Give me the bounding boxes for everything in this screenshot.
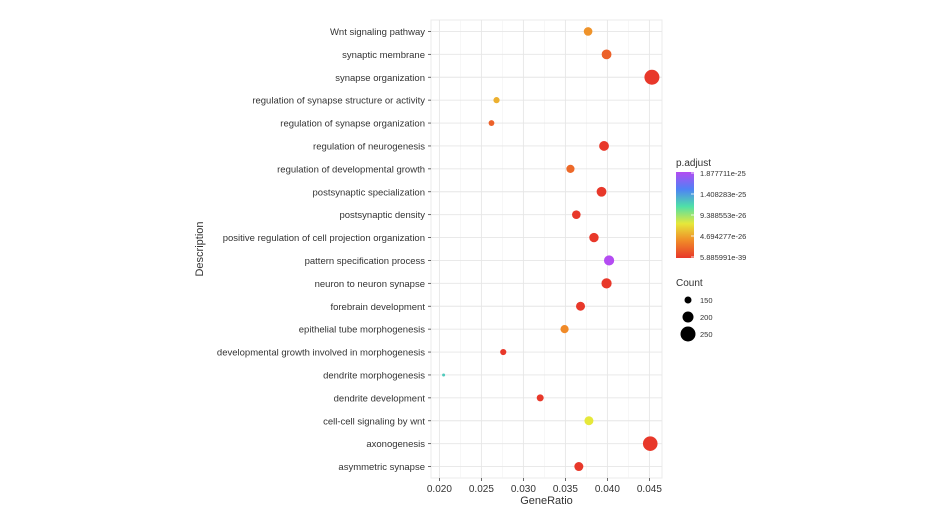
data-point [603,255,615,266]
size-legend-label: 200 [700,313,713,322]
data-points [442,27,660,472]
y-tick-label: regulation of neurogenesis [313,141,425,152]
size-legend: Count 150 200 250 [676,278,713,342]
y-tick-label: postsynaptic density [339,210,425,221]
y-tick-label: pattern specification process [305,256,426,267]
y-tick-label: positive regulation of cell projection o… [223,233,425,244]
size-legend-items: 150 200 250 [680,296,713,342]
data-point [574,462,584,472]
size-legend-label: 150 [700,296,713,305]
y-tick-label: neuron to neuron synapse [315,279,425,290]
x-axis-label: GeneRatio [520,495,573,507]
data-point [589,232,599,243]
y-tick-label: forebrain development [330,302,425,313]
y-tick-label: postsynaptic specialization [313,187,425,198]
x-tick-label: 0.030 [511,484,536,495]
data-point [596,186,607,197]
color-legend-label: 9.388553e-26 [700,211,746,220]
data-point [442,373,446,377]
x-tick-label: 0.025 [469,484,494,495]
y-tick-label: cell-cell signaling by wnt [323,416,425,427]
color-legend-label: 1.877711e-25 [700,169,746,178]
y-tick-label: dendrite development [334,393,426,404]
data-point [644,69,660,85]
y-tick-label: developmental growth involved in morphog… [217,348,425,359]
y-tick-label: asymmetric synapse [338,462,425,473]
data-point [601,278,612,289]
y-tick-label: synaptic membrane [342,50,425,61]
y-tick-label: dendrite morphogenesis [323,370,425,381]
y-tick-label: Wnt signaling pathway [330,27,425,38]
color-legend-label: 1.408283e-25 [700,190,746,199]
color-legend-title: p.adjust [676,158,711,169]
plot-panel [430,19,663,479]
color-legend: p.adjust 1.877711e-25 1.408283e-25 9.38855… [676,158,746,262]
size-legend-dot [684,296,692,304]
x-tick-label: 0.035 [553,484,578,495]
color-legend-label: 4.694277e-26 [700,232,746,241]
y-tick-label: axonogenesis [366,439,425,450]
size-legend-dot [682,311,694,323]
y-axis-label: Description [194,221,206,276]
y-tick-label: regulation of synapse structure or activ… [252,96,425,107]
y-tick-label: regulation of synapse organization [280,119,425,130]
data-point [500,348,507,356]
x-tick-labels: 0.020 0.025 0.030 0.035 0.040 0.045 [427,478,662,495]
data-point [601,49,612,60]
data-point [642,436,658,451]
data-point [584,416,594,426]
x-tick-label: 0.020 [427,484,452,495]
data-point [488,120,495,126]
y-tick-label: epithelial tube morphogenesis [299,325,425,336]
grid-lines [431,20,662,478]
x-tick-label: 0.045 [637,484,662,495]
x-tick-label: 0.040 [595,484,620,495]
data-point [536,394,544,402]
y-tick-labels: Wnt signaling pathway synaptic membrane sy… [217,27,431,473]
color-legend-label: 5.885991e-39 [700,253,746,262]
data-point [560,325,569,334]
data-point [493,97,500,104]
color-legend-bar [676,172,694,258]
y-tick-label: regulation of developmental growth [277,164,425,175]
data-point [599,141,609,151]
color-legend-labels: 1.877711e-25 1.408283e-25 9.388553e-26 4.69… [691,169,746,262]
data-point [576,301,586,311]
y-tick-label: synapse organization [335,73,425,84]
size-legend-label: 250 [700,330,713,339]
size-legend-title: Count [676,278,703,289]
data-point [583,27,593,36]
size-legend-dot [680,326,696,342]
data-point [566,164,575,173]
data-point [572,210,581,219]
